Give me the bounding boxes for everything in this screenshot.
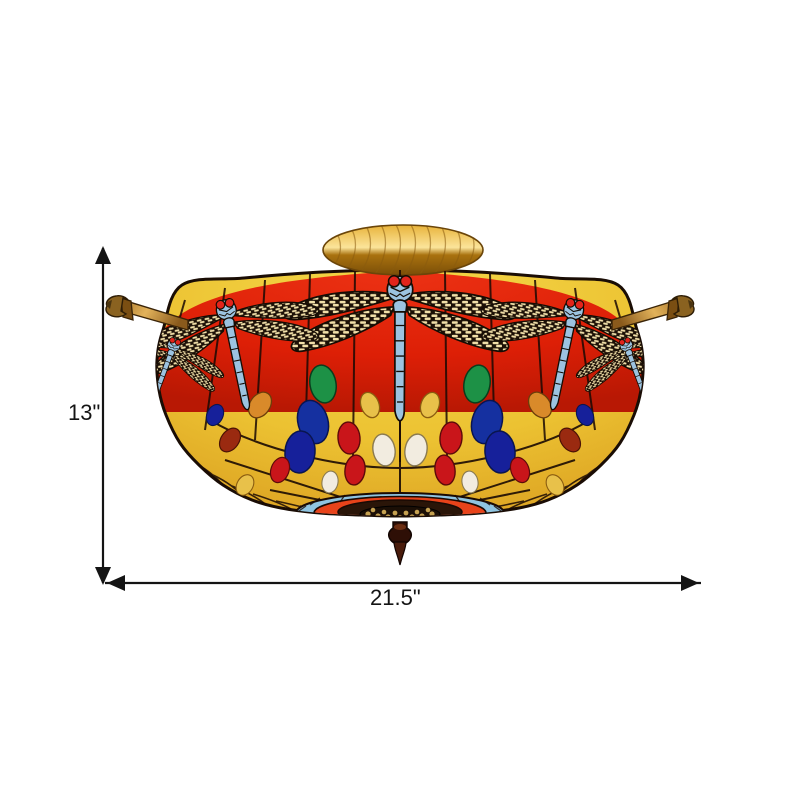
svg-text:13": 13" bbox=[68, 400, 100, 425]
svg-text:21.5": 21.5" bbox=[370, 585, 421, 610]
